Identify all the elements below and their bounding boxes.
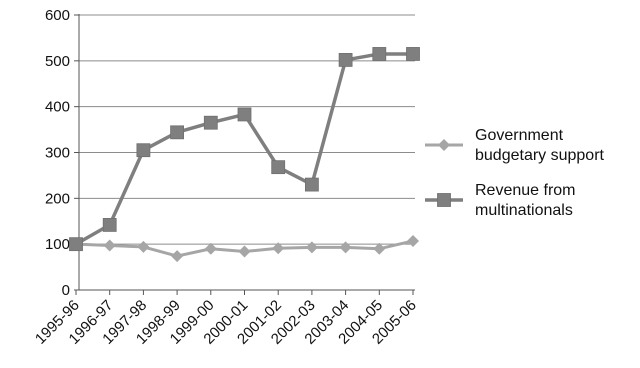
series-lines: [69, 47, 420, 263]
data-point: [272, 242, 285, 255]
data-point: [271, 160, 286, 175]
legend-entry: Government budgetary support: [425, 127, 605, 164]
data-point: [103, 239, 116, 252]
series-1: [70, 234, 419, 263]
legend-marker: [438, 139, 450, 151]
legend: Government budgetary support Revenue from m…: [425, 127, 605, 219]
data-point: [304, 177, 319, 192]
data-point: [238, 245, 251, 258]
y-tick-label: 200: [45, 190, 70, 207]
data-point: [170, 125, 185, 140]
y-tick-label: 0: [62, 282, 70, 299]
legend-label: Government: [475, 127, 564, 144]
data-point: [305, 241, 318, 254]
data-point: [407, 234, 419, 247]
series-2: [69, 47, 420, 252]
data-point: [204, 242, 217, 255]
y-tick-label: 600: [45, 7, 70, 24]
y-tick-label: 100: [45, 236, 70, 253]
data-point: [102, 218, 117, 232]
data-point: [237, 107, 252, 122]
legend-label: Revenue from: [475, 182, 576, 199]
grid-lines: [79, 14, 415, 245]
legend-entry: Revenue from multinationals: [425, 182, 576, 219]
data-point: [203, 115, 218, 130]
y-tick-label: 500: [45, 53, 70, 70]
data-point: [373, 242, 386, 255]
data-point: [406, 47, 420, 61]
data-point: [338, 53, 353, 67]
legend-label: multinationals: [475, 202, 573, 219]
data-point: [171, 250, 184, 263]
data-point: [372, 47, 387, 61]
data-point: [136, 143, 151, 158]
y-tick-label: 300: [45, 145, 70, 162]
y-tick-label: 400: [45, 99, 70, 116]
legend-marker: [437, 193, 451, 207]
series-line: [75, 52, 413, 246]
data-point: [339, 241, 352, 254]
data-point: [137, 240, 150, 253]
legend-label: budgetary support: [475, 147, 605, 164]
data-point: [69, 237, 83, 252]
